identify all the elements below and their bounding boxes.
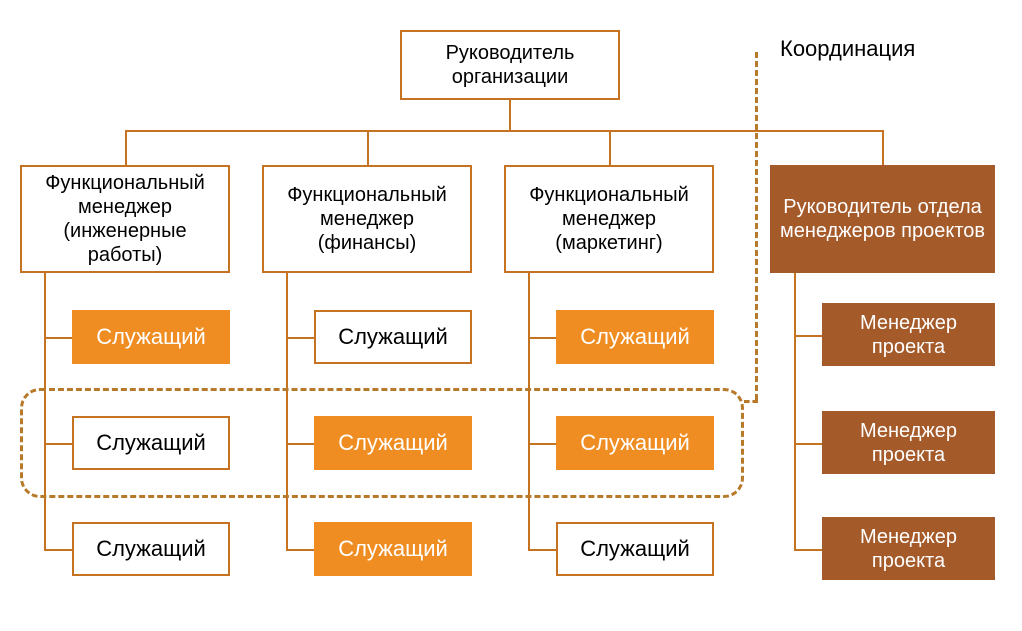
- connector: [794, 335, 822, 337]
- connector: [882, 130, 884, 165]
- node-m4: Руководитель отдела менеджеров проектов: [770, 165, 995, 273]
- connector: [286, 549, 314, 551]
- node-root: Руководитель организации: [400, 30, 620, 100]
- node-m3: Функциональный менеджер (маркетинг): [504, 165, 714, 273]
- connector: [794, 273, 796, 549]
- connector: [286, 337, 314, 339]
- connector: [125, 130, 882, 132]
- node-p3: Менеджер проекта: [822, 517, 995, 580]
- node-s23: Служащий: [314, 522, 472, 576]
- node-p1: Менеджер проекта: [822, 303, 995, 366]
- node-s11: Служащий: [72, 310, 230, 364]
- coordination-label: Координация: [780, 36, 915, 62]
- connector: [794, 549, 822, 551]
- org-chart-canvas: Руководитель организации Функциональный м…: [0, 0, 1022, 631]
- coordination-dashline: [744, 400, 758, 403]
- node-p2: Менеджер проекта: [822, 411, 995, 474]
- connector: [44, 337, 72, 339]
- connector: [509, 100, 511, 130]
- connector: [125, 130, 127, 165]
- node-s21: Служащий: [314, 310, 472, 364]
- connector: [609, 130, 611, 165]
- coordination-dashline: [755, 52, 758, 400]
- node-m2: Функциональный менеджер (финансы): [262, 165, 472, 273]
- connector: [794, 443, 822, 445]
- node-m1: Функциональный менеджер (инженерные рабо…: [20, 165, 230, 273]
- node-s33: Служащий: [556, 522, 714, 576]
- connector: [528, 549, 556, 551]
- connector: [44, 549, 72, 551]
- node-s31: Служащий: [556, 310, 714, 364]
- node-s12: Служащий: [72, 416, 230, 470]
- node-s22: Служащий: [314, 416, 472, 470]
- connector: [367, 130, 369, 165]
- node-s32: Служащий: [556, 416, 714, 470]
- node-s13: Служащий: [72, 522, 230, 576]
- connector: [528, 337, 556, 339]
